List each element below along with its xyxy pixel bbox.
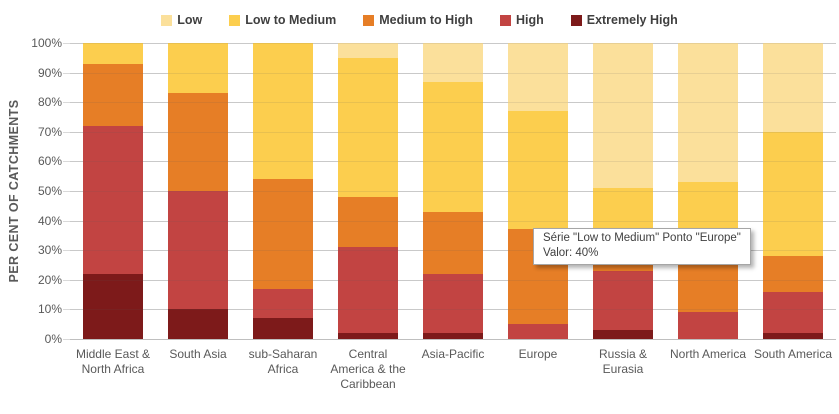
bar-segment[interactable]: [168, 93, 228, 192]
legend-swatch-icon: [570, 14, 582, 26]
bar-segment[interactable]: [678, 182, 738, 233]
bar-segment[interactable]: [338, 43, 398, 58]
bar-segment[interactable]: [253, 318, 313, 339]
bar-segment[interactable]: [423, 43, 483, 82]
tooltip-series-point-text: Série "Low to Medium" Ponto "Europe": [543, 232, 741, 244]
bar-segment[interactable]: [423, 333, 483, 339]
legend-label: Low: [177, 13, 203, 27]
bar-segment[interactable]: [83, 63, 143, 126]
y-axis-tick-label: 60%: [37, 154, 62, 168]
tooltip-value-text: Valor: 40%: [543, 247, 599, 259]
y-axis-tick-label: 50%: [37, 184, 62, 198]
bar-segment[interactable]: [763, 291, 823, 334]
bar-segment[interactable]: [763, 43, 823, 132]
x-axis-label: sub-Saharan Africa: [248, 347, 318, 376]
chart-legend: Low Low to Medium Medium to High High Extrem…: [0, 13, 839, 27]
x-axis-label: North America: [669, 347, 747, 361]
x-axis-label: Asia-Pacific: [421, 347, 485, 361]
x-axis-label: Middle East & North Africa: [75, 347, 151, 376]
bar-segment[interactable]: [338, 333, 398, 339]
x-axis-label: Central America & the Caribbean: [330, 347, 406, 391]
x-axis-label: Europe: [518, 347, 558, 361]
y-axis-tick-label: 100%: [31, 36, 62, 50]
y-axis-tick-label: 40%: [37, 214, 62, 228]
legend-label: Medium to High: [379, 13, 473, 27]
legend-item[interactable]: Low to Medium: [229, 13, 336, 27]
legend-label: Low to Medium: [245, 13, 337, 27]
bar-segment[interactable]: [508, 43, 568, 112]
x-axis-label: South Asia: [169, 347, 227, 361]
bar: [508, 43, 568, 339]
legend-swatch-icon: [499, 14, 511, 26]
bar-segment[interactable]: [678, 43, 738, 183]
y-axis-tick: [63, 161, 70, 162]
bar: [168, 43, 228, 339]
legend-swatch-icon: [161, 14, 173, 26]
bar-segment[interactable]: [338, 196, 398, 248]
bar-segment[interactable]: [168, 43, 228, 94]
bar: [763, 43, 823, 339]
legend-item[interactable]: Medium to High: [363, 13, 473, 27]
y-axis-tick-label: 30%: [37, 243, 62, 257]
bar-segment[interactable]: [508, 111, 568, 230]
bar: [423, 43, 483, 339]
y-axis-tick-label: 10%: [37, 302, 62, 316]
y-axis-tick-label: 20%: [37, 273, 62, 287]
y-axis-tick: [63, 43, 70, 44]
y-axis-tick: [63, 339, 70, 340]
legend-swatch-icon: [363, 14, 375, 26]
chart-tooltip: Série "Low to Medium" Ponto "Europe" Val…: [533, 228, 751, 265]
bar-segment[interactable]: [593, 43, 653, 189]
bar-segment[interactable]: [83, 273, 143, 339]
bar-segment[interactable]: [253, 288, 313, 319]
legend-item[interactable]: Extremely High: [570, 13, 678, 27]
y-axis-tick-label: 80%: [37, 95, 62, 109]
bar-segment[interactable]: [83, 43, 143, 64]
gridline: [70, 339, 836, 340]
y-axis-tick: [63, 309, 70, 310]
bar-segment[interactable]: [423, 273, 483, 334]
y-axis-tick-label: 0%: [44, 332, 62, 346]
bar-segment[interactable]: [338, 57, 398, 197]
legend-label: High: [515, 13, 544, 27]
bar-segment[interactable]: [763, 333, 823, 339]
bar-segment[interactable]: [83, 125, 143, 274]
y-axis-tick: [63, 191, 70, 192]
bar-segment[interactable]: [593, 270, 653, 331]
legend-item[interactable]: High: [499, 13, 544, 27]
bar-segment[interactable]: [593, 330, 653, 339]
bar-segment[interactable]: [338, 247, 398, 334]
x-axis-label: South America: [753, 347, 833, 361]
bar-segment[interactable]: [253, 179, 313, 289]
y-axis-tick: [63, 132, 70, 133]
bar-segment[interactable]: [593, 188, 653, 233]
y-axis-tick: [63, 73, 70, 74]
bar: [593, 43, 653, 339]
bar: [338, 43, 398, 339]
bar-segment[interactable]: [253, 43, 313, 180]
bar: [678, 43, 738, 339]
x-axis-label: Russia & Eurasia: [598, 347, 648, 376]
y-axis-tick: [63, 221, 70, 222]
legend-item[interactable]: Low: [161, 13, 202, 27]
bar-segment[interactable]: [763, 256, 823, 292]
bar: [253, 43, 313, 339]
bar-segment[interactable]: [423, 81, 483, 212]
bar-segment[interactable]: [168, 309, 228, 339]
bar-segment[interactable]: [678, 312, 738, 339]
bar-segment[interactable]: [168, 191, 228, 310]
bar-segment[interactable]: [508, 324, 568, 339]
y-axis-tick-label: 90%: [37, 66, 62, 80]
y-axis-tick-label: 70%: [37, 125, 62, 139]
y-axis-tick: [63, 102, 70, 103]
legend-label: Extremely High: [586, 13, 678, 27]
bar-segment[interactable]: [763, 131, 823, 257]
bar: [83, 43, 143, 339]
plot-area: 0% 10% 20% 30% 40% 50% 60% 70% 80% 90% 100% Middle …: [31, 37, 836, 391]
legend-swatch-icon: [229, 14, 241, 26]
bar-segment[interactable]: [423, 211, 483, 274]
y-axis-tick: [63, 280, 70, 281]
y-axis-tick: [63, 250, 70, 251]
